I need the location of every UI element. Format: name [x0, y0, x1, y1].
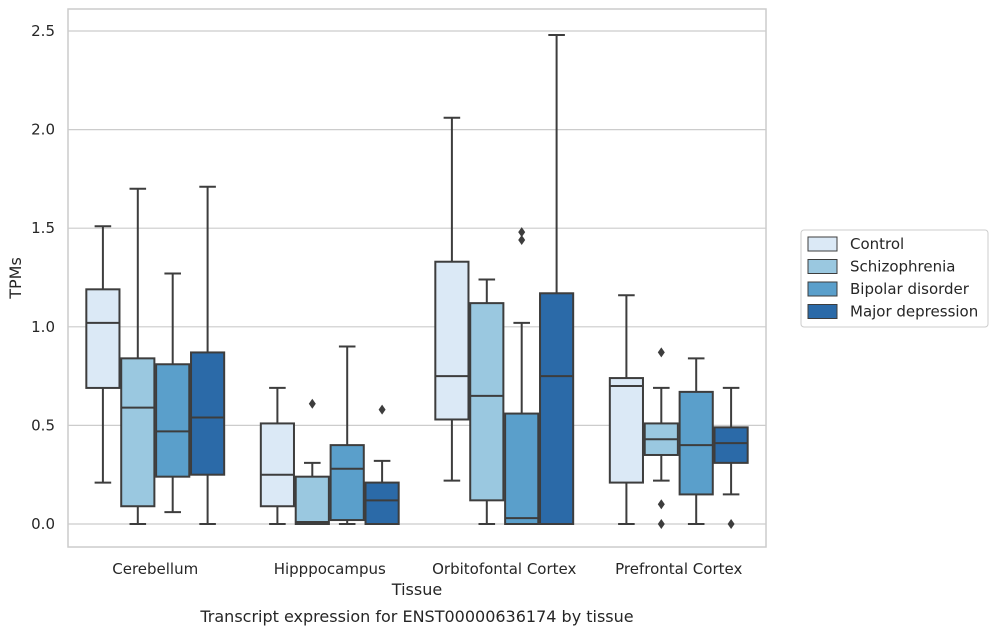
box-body — [120, 357, 156, 508]
outlier-marker — [727, 519, 735, 529]
y-tick-label: 0.0 — [31, 515, 55, 533]
box-body — [294, 475, 330, 525]
box-bipolar-disorder — [678, 357, 714, 525]
box-body — [713, 426, 749, 464]
box-bipolar-disorder — [329, 345, 365, 525]
box-control — [85, 225, 121, 484]
outlier-marker — [657, 519, 665, 529]
box-bipolar-disorder — [504, 227, 540, 525]
box-schizophrenia — [643, 347, 679, 529]
box-schizophrenia — [294, 398, 330, 525]
legend-label: Control — [850, 235, 904, 253]
legend-swatch — [807, 281, 838, 297]
outlier-marker — [657, 499, 665, 510]
y-tick-label: 2.0 — [31, 121, 55, 139]
box-body — [85, 288, 121, 389]
box-body — [364, 481, 400, 526]
x-axis-label: Tissue — [391, 580, 442, 599]
legend-label: Major depression — [850, 303, 978, 321]
y-tick-label: 1.5 — [31, 219, 55, 237]
box-major-depression — [713, 386, 749, 529]
outlier-marker — [657, 347, 665, 358]
box-body — [329, 444, 365, 522]
plot-area — [67, 8, 767, 548]
outlier-marker — [518, 227, 526, 238]
legend-label: Bipolar disorder — [850, 280, 970, 298]
box-major-depression — [190, 185, 226, 525]
box-bipolar-disorder — [155, 272, 191, 514]
y-tick-label: 0.5 — [31, 416, 55, 434]
x-tick-label: Hipppocampus — [274, 560, 386, 578]
box-major-depression — [539, 33, 575, 525]
legend-swatch — [807, 236, 838, 252]
box-body — [259, 422, 295, 508]
y-axis-label: TPMs — [6, 257, 25, 300]
outlier-marker — [518, 235, 526, 246]
box-schizophrenia — [469, 278, 505, 525]
box-control — [259, 386, 295, 525]
box-body — [504, 412, 540, 525]
box-schizophrenia — [120, 187, 156, 525]
legend-label: Schizophrenia — [850, 258, 955, 276]
x-tick-label: Cerebellum — [112, 560, 198, 578]
box-body — [608, 377, 644, 484]
legend-swatch — [807, 259, 838, 274]
box-body — [155, 363, 191, 478]
y-tick-labels: 0.0 0.5 1.0 1.5 2.0 2.5 — [31, 22, 55, 533]
legend: Control Schizophrenia Bipolar disorder Majo… — [800, 229, 989, 328]
outlier-marker — [378, 404, 386, 415]
legend-swatch — [807, 304, 838, 319]
x-tick-label: Prefrontal Cortex — [615, 560, 742, 578]
box-body — [678, 390, 714, 496]
y-tick-label: 1.0 — [31, 318, 55, 336]
box-major-depression — [364, 404, 400, 526]
x-tick-labels: Cerebellum Hipppocampus Orbitofontal Corte… — [112, 560, 742, 578]
x-tick-label: Orbitofontal Cortex — [432, 560, 576, 578]
outlier-marker — [308, 398, 316, 409]
chart-caption: Transcript expression for ENST0000063617… — [199, 607, 633, 626]
y-tick-label: 2.5 — [31, 22, 55, 40]
legend-frame — [800, 229, 989, 328]
box-body — [190, 351, 226, 476]
box-body — [539, 292, 575, 525]
box-body — [434, 260, 470, 421]
box-series — [85, 33, 749, 529]
box-control — [434, 116, 470, 482]
box-body — [469, 302, 505, 502]
box-control — [608, 294, 644, 525]
